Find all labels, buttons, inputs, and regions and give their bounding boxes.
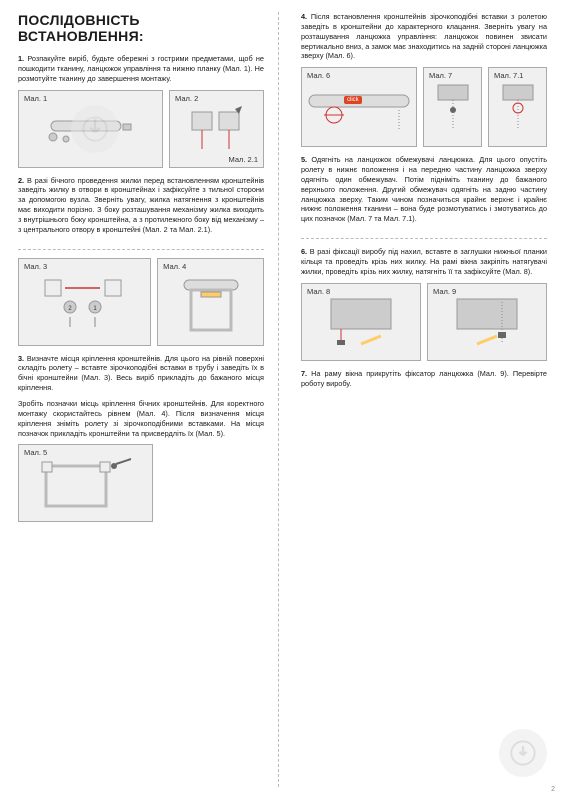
- step-5-body: Одягніть на ланцюжок обмежувачі ланцюжка…: [301, 155, 547, 223]
- bottom-spacer: [301, 394, 547, 787]
- fig-row-1-2: Мал. 1 Мал. 2 Мал. 2.1: [18, 90, 264, 168]
- fig4-label: Мал. 4: [163, 262, 186, 271]
- step-6-body: В разі фіксації виробу під нахил, вставт…: [301, 247, 547, 276]
- step-2-body: В разі бічного проведення жилки перед вс…: [18, 176, 264, 234]
- step-3b-text: Зробіть позначки місць кріплення бічних …: [18, 399, 264, 438]
- step-1-body: Розпакуйте виріб, будьте обережні з гост…: [18, 54, 264, 83]
- bracket-assembly-icon: 21: [40, 272, 130, 332]
- fig8-label: Мал. 8: [307, 287, 330, 296]
- snap-insert-icon: [304, 80, 414, 135]
- figure-8: Мал. 8: [301, 283, 421, 361]
- figure-5: Мал. 5: [18, 444, 153, 522]
- step-7-text: 7. На раму вікна прикрутіть фіксатор лан…: [301, 369, 547, 389]
- step-1-text: 1. Розпакуйте виріб, будьте обережні з г…: [18, 54, 264, 84]
- click-badge: click: [344, 96, 362, 104]
- figure-7: Мал. 7: [423, 67, 482, 147]
- step-6-text: 6. В разі фіксації виробу під нахил, вст…: [301, 247, 547, 277]
- figure-7-1: Мал. 7.1: [488, 67, 547, 147]
- divider-1: [18, 249, 264, 250]
- level-mounting-icon: [176, 272, 246, 332]
- watermark-icon: [71, 105, 119, 153]
- fig21-label: Мал. 2.1: [229, 155, 258, 164]
- bracket-thread-icon: [187, 104, 247, 154]
- fig9-label: Мал. 9: [433, 287, 456, 296]
- figure-9: Мал. 9: [427, 283, 547, 361]
- tensioner-icon: [321, 294, 401, 349]
- fig-row-6-7: Мал. 6 click Мал. 7 Мал. 7.1: [301, 67, 547, 147]
- chain-limiter-icon: [433, 80, 473, 135]
- step-2-text: 2. В разі бічного проведення жилки перед…: [18, 176, 264, 235]
- fig2-label: Мал. 2: [175, 94, 198, 103]
- step-5-text: 5. Одягніть на ланцюжок обмежувачі ланцю…: [301, 155, 547, 224]
- step-7-body: На раму вікна прикрутіть фіксатор ланцюж…: [301, 369, 547, 388]
- fig7-label: Мал. 7: [429, 71, 452, 80]
- step-4-text: 4. Після встановлення кронштейнів зірочк…: [301, 12, 547, 61]
- fig1-label: Мал. 1: [24, 94, 47, 103]
- chain-fixer-icon: [447, 294, 527, 349]
- right-column: 4. Після встановлення кронштейнів зірочк…: [297, 12, 547, 787]
- fig3-label: Мал. 3: [24, 262, 47, 271]
- step-3-text: 3. Визначте місця кріплення кронштейнів.…: [18, 354, 264, 393]
- chain-limiter-2-icon: [498, 80, 538, 135]
- fig-row-8-9: Мал. 8 Мал. 9: [301, 283, 547, 361]
- watermark-icon-2: [499, 729, 547, 777]
- divider-2: [301, 238, 547, 239]
- fig-row-3-4: Мал. 3 21 Мал. 4: [18, 258, 264, 346]
- step-4-body: Після встановлення кронштейнів зірочкопо…: [301, 12, 547, 60]
- left-column: ПОСЛІДОВНІСТЬ ВСТАНОВЛЕННЯ: 1. Розпакуйт…: [18, 12, 279, 787]
- page-number: 2: [551, 786, 555, 793]
- instruction-page: ПОСЛІДОВНІСТЬ ВСТАНОВЛЕННЯ: 1. Розпакуйт…: [0, 0, 565, 799]
- fig6-label: Мал. 6: [307, 71, 330, 80]
- fig5-label: Мал. 5: [24, 448, 47, 457]
- figure-6: Мал. 6 click: [301, 67, 417, 147]
- figure-4: Мал. 4: [157, 258, 264, 346]
- step-3-body: Визначте місця кріплення кронштейнів. Дл…: [18, 354, 264, 393]
- page-title: ПОСЛІДОВНІСТЬ ВСТАНОВЛЕННЯ:: [18, 12, 264, 44]
- figure-1: Мал. 1: [18, 90, 163, 168]
- drill-bracket-icon: [36, 456, 136, 511]
- figure-2: Мал. 2 Мал. 2.1: [169, 90, 264, 168]
- fig71-label: Мал. 7.1: [494, 71, 523, 80]
- figure-3: Мал. 3 21: [18, 258, 151, 346]
